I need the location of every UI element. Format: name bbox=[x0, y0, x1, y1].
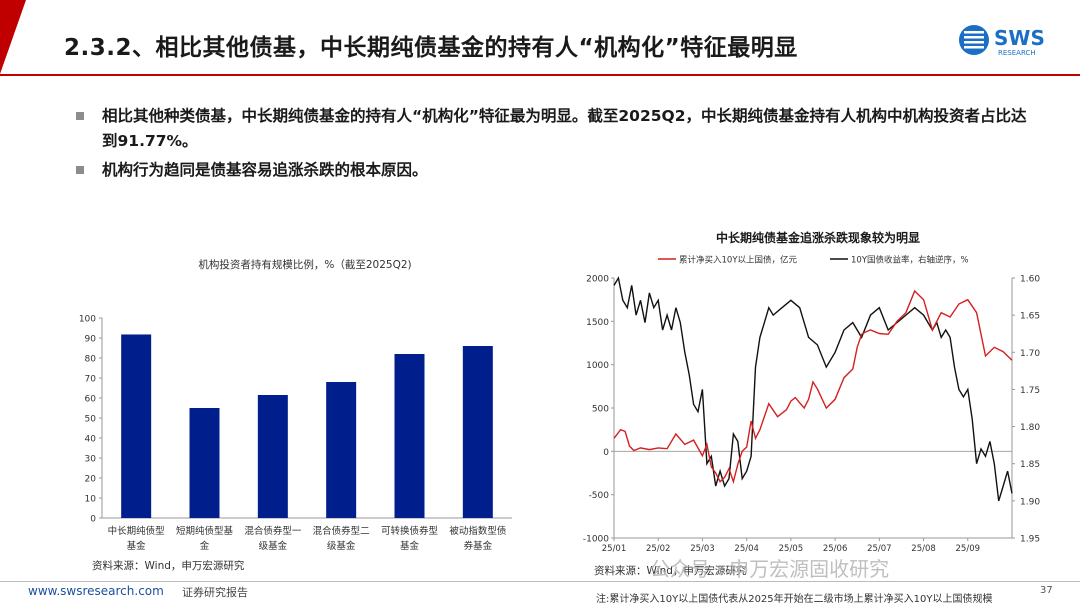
x-tick-label: 25/03 bbox=[690, 544, 715, 554]
right-y-tick-label: 1.95 bbox=[1020, 535, 1040, 545]
left-y-tick-label: 1000 bbox=[586, 361, 609, 371]
bar-y-tick-label: 40 bbox=[85, 435, 97, 445]
x-tick-label: 25/01 bbox=[602, 544, 627, 554]
right-y-tick-label: 1.75 bbox=[1020, 386, 1040, 396]
bar bbox=[257, 395, 288, 518]
bar-y-tick-label: 60 bbox=[85, 395, 97, 405]
bar-category-label: 基金 bbox=[127, 540, 147, 552]
right-y-tick-label: 1.60 bbox=[1020, 275, 1040, 285]
bar-category-label: 级基金 bbox=[327, 540, 356, 552]
line-chart-title: 中长期纯债基金追涨杀跌现象较为明显 bbox=[716, 230, 920, 245]
bar-y-tick-label: 0 bbox=[90, 515, 96, 525]
right-chart-source: 资料来源：Wind，申万宏源研究 bbox=[594, 565, 747, 577]
bar-y-tick-label: 100 bbox=[79, 315, 96, 325]
bar-category-label: 中长期纯债型 bbox=[108, 525, 166, 537]
bar-y-tick-label: 80 bbox=[85, 355, 97, 365]
bar-y-tick-label: 70 bbox=[85, 375, 97, 385]
bar-y-tick-label: 30 bbox=[85, 455, 97, 465]
logo-globe-icon bbox=[959, 25, 989, 55]
bar-category-label: 可转换债券型 bbox=[381, 525, 439, 537]
watermark: 公众号 · 申万宏源固收研究 bbox=[650, 557, 890, 581]
bar bbox=[189, 408, 220, 518]
logo-text: SWS bbox=[994, 26, 1045, 50]
bar-category-label: 基金 bbox=[400, 540, 420, 552]
bullet-text: 机构行为趋同是债基容易追涨杀跌的根本原因。 bbox=[102, 161, 428, 179]
left-y-tick-label: -500 bbox=[589, 491, 610, 501]
x-tick-label: 25/04 bbox=[734, 544, 759, 554]
header-divider bbox=[0, 74, 1080, 76]
right-y-tick-label: 1.85 bbox=[1020, 460, 1040, 470]
left-y-tick-label: 500 bbox=[592, 405, 609, 415]
title-accent bbox=[0, 0, 26, 74]
bar-y-tick-label: 90 bbox=[85, 335, 97, 345]
page-title: 2.3.2、相比其他债基，中长期纯债基金的持有人“机构化”特征最明显 bbox=[64, 35, 798, 61]
x-tick-label: 25/05 bbox=[779, 544, 804, 554]
footer-note: 注:累计净买入10Y以上国债代表从2025年开始在二级市场上累计净买入10Y以上… bbox=[596, 594, 993, 605]
logo-subtext: RESEARCH bbox=[998, 49, 1036, 57]
footer-report-label: 证券研究报告 bbox=[182, 586, 248, 599]
bar bbox=[394, 354, 425, 518]
bar-chart: 机构投资者持有规模比例，%（截至2025Q2) 0 10 20 30 40 50 60 70 80… bbox=[79, 258, 512, 552]
legend-label-yield: 10Y国债收益率，右轴逆序，% bbox=[851, 255, 969, 266]
bar-category-label: 级基金 bbox=[259, 540, 288, 552]
right-y-tick-label: 1.90 bbox=[1020, 497, 1040, 507]
x-tick-label: 25/06 bbox=[823, 544, 848, 554]
series-yield-line bbox=[613, 276, 1013, 502]
legend-label-net-buy: 累计净买入10Y以上国债，亿元 bbox=[679, 255, 798, 266]
bullet-list: 相比其他种类债基，中长期纯债基金的持有人“机构化”特征最为明显。截至2025Q2… bbox=[76, 104, 1036, 187]
bar bbox=[326, 382, 357, 518]
right-y-tick-label: 1.80 bbox=[1020, 423, 1040, 433]
bar-category-label: 金 bbox=[200, 540, 210, 552]
bar-category-label: 混合债券型二 bbox=[313, 525, 370, 537]
series-net-buy-line bbox=[613, 289, 1013, 485]
bullet-square-icon bbox=[76, 166, 84, 174]
bar-category-label: 混合债券型一 bbox=[244, 525, 302, 537]
right-y-tick-label: 1.70 bbox=[1020, 349, 1040, 359]
bullet-item: 机构行为趋同是债基容易追涨杀跌的根本原因。 bbox=[76, 158, 1036, 183]
x-tick-label: 25/07 bbox=[867, 544, 892, 554]
bullet-item: 相比其他种类债基，中长期纯债基金的持有人“机构化”特征最为明显。截至2025Q2… bbox=[76, 104, 1036, 154]
x-tick-label: 25/09 bbox=[956, 544, 981, 554]
bar-y-tick-label: 50 bbox=[85, 415, 97, 425]
left-chart-source: 资料来源：Wind，申万宏源研究 bbox=[92, 560, 245, 572]
bullet-text: 相比其他种类债基，中长期纯债基金的持有人“机构化”特征最为明显。截至2025Q2… bbox=[102, 107, 1027, 150]
left-y-tick-label: 0 bbox=[603, 448, 609, 458]
bar-y-tick-label: 20 bbox=[85, 475, 97, 485]
sws-logo: SWS RESEARCH bbox=[959, 25, 1045, 57]
page-number: 37 bbox=[1040, 585, 1053, 596]
right-y-tick-label: 1.65 bbox=[1020, 312, 1040, 322]
x-tick-label: 25/02 bbox=[646, 544, 671, 554]
bar-category-label: 短期纯债型基 bbox=[176, 525, 234, 537]
left-y-tick-label: 1500 bbox=[586, 318, 609, 328]
bar-category-label: 被动指数型债 bbox=[449, 525, 507, 537]
bar-category-label: 券基金 bbox=[464, 540, 493, 552]
footer-url-link[interactable]: www.swsresearch.com bbox=[28, 584, 164, 598]
left-y-tick-label: -1000 bbox=[583, 535, 609, 545]
bar bbox=[462, 346, 493, 518]
footer-divider bbox=[0, 581, 1080, 582]
bar-chart-title: 机构投资者持有规模比例，%（截至2025Q2) bbox=[198, 258, 411, 271]
bullet-square-icon bbox=[76, 112, 84, 120]
bar-y-tick-label: 10 bbox=[85, 495, 97, 505]
left-y-tick-label: 2000 bbox=[586, 275, 609, 285]
x-tick-label: 25/08 bbox=[911, 544, 936, 554]
bar bbox=[121, 334, 152, 518]
